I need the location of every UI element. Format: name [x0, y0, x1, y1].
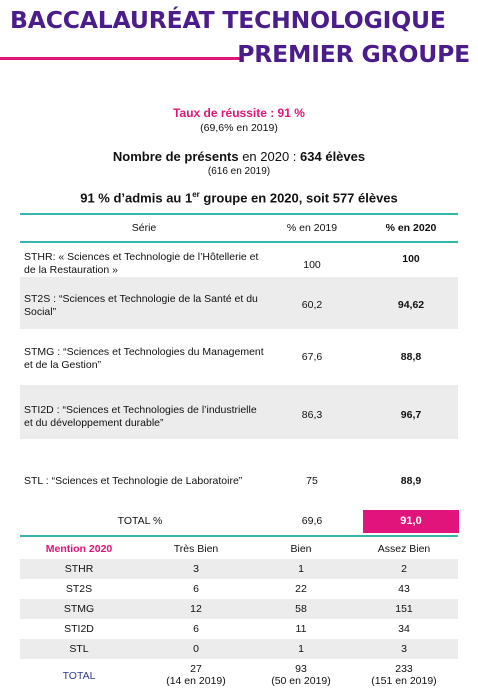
col-header-2020: % en 2020: [385, 222, 437, 234]
mention-header-label: Mention 2020: [45, 543, 113, 555]
admis-text-b: groupe en 2020, soit 577 élèves: [199, 190, 398, 206]
table-row-serie: STL : “Sciences et Technologie de Labora…: [24, 475, 243, 487]
table-row-serie: STMG : “Sciences et Technologies du Mana…: [24, 346, 264, 371]
mention-total-ab-prev: (151 en 2019): [371, 675, 437, 687]
present-prev: (616 en 2019): [207, 166, 271, 177]
mention-row-tb: 0: [193, 643, 199, 655]
table-row-2019: 75: [306, 475, 318, 487]
table-row-2019: 86,3: [301, 409, 323, 421]
mention-row-b: 11: [295, 623, 307, 635]
mention-total-label: TOTAL: [62, 670, 96, 682]
table-row-2020: 100: [402, 253, 420, 265]
success-rate: Taux de réussite : 91 %: [173, 106, 305, 120]
admis-text-a: 91 % d’admis au 1: [80, 190, 193, 206]
col-header-2019: % en 2019: [286, 222, 338, 234]
table-row-serie: ST2S : “Sciences et Technologie de la Sa…: [24, 293, 258, 318]
title-line-1: BACCALAURÉAT TECHNOLOGIQUE: [10, 6, 446, 34]
mention-row-serie: ST2S: [65, 583, 93, 595]
total-label: TOTAL %: [117, 515, 163, 527]
mention-row-serie: STHR: [64, 563, 94, 575]
mention-row-b: 1: [298, 643, 304, 655]
mention-row-ab: 43: [398, 583, 410, 595]
present-mid: en 2020 :: [238, 149, 301, 164]
mention-row-tb: 6: [193, 623, 199, 635]
mention-total-tb: 27 (14 en 2019): [140, 663, 252, 687]
mention-header-row: Mention 2020 Très Bien Bien Assez Bien: [20, 539, 458, 559]
mention-row: ST2S 6 22 43: [20, 579, 458, 599]
mention-row-serie: STMG: [63, 603, 95, 615]
mention-total-ab: 233 (151 en 2019): [350, 663, 458, 687]
mention-top-rule: [20, 535, 458, 537]
table-row-2020: 88,8: [400, 351, 422, 363]
table-header-rule: [20, 241, 458, 243]
table-row-serie: STI2D : “Sciences et Technologies de l’i…: [24, 404, 257, 429]
row-band-sti2d: [20, 385, 458, 439]
mention-total-tb-value: 27: [190, 663, 202, 675]
mention-header-ab: Assez Bien: [377, 543, 431, 555]
admis-summary: 91 % d’admis au 1er groupe en 2020, soit…: [0, 190, 478, 205]
mention-row-b: 22: [295, 583, 307, 595]
mention-row-tb: 6: [193, 583, 199, 595]
col-header-serie: Série: [131, 222, 157, 234]
mention-header-b: Bien: [290, 543, 312, 555]
mention-row-b: 1: [298, 563, 304, 575]
mention-row: STL 0 1 3: [20, 639, 458, 659]
table-top-rule: [20, 213, 458, 215]
mention-row-ab: 2: [401, 563, 407, 575]
present-label: Nombre de présents: [112, 149, 239, 164]
total-2019: 69,6: [301, 515, 323, 527]
mention-row-ab: 34: [398, 623, 410, 635]
mention-row: STHR 3 1 2: [20, 559, 458, 579]
mention-row: STI2D 6 11 34: [20, 619, 458, 639]
mention-row-serie: STI2D: [64, 623, 94, 635]
mention-header-tb: Très Bien: [173, 543, 219, 555]
mention-row: STMG 12 58 151: [20, 599, 458, 619]
mention-total-tb-prev: (14 en 2019): [166, 675, 226, 687]
mention-row-tb: 12: [190, 603, 202, 615]
mention-row-b: 58: [295, 603, 307, 615]
mention-total-b-prev: (50 en 2019): [271, 675, 331, 687]
table-row-serie: STHR: « Sciences et Technologie de l’Hôt…: [24, 251, 259, 276]
admis-sup: er: [192, 190, 200, 199]
row-band-st2s: [20, 277, 458, 329]
table-row-2020: 94,62: [397, 299, 425, 311]
mention-row-serie: STL: [69, 643, 89, 655]
table-row-2019: 100: [303, 259, 321, 271]
present-count: Nombre de présents en 2020 : 634 élèves: [0, 149, 478, 164]
mention-total-row: TOTAL 27 (14 en 2019) 93 (50 en 2019) 233(…: [20, 659, 458, 693]
table-row-2020: 96,7: [400, 409, 422, 421]
mention-total-b: 93 (50 en 2019): [252, 663, 350, 687]
mention-row-ab: 3: [401, 643, 407, 655]
table-row-2019: 67,6: [301, 351, 323, 363]
success-rate-prev: (69,6% en 2019): [200, 122, 278, 134]
total-2020: 91,0: [400, 515, 422, 527]
present-value: 634 élèves: [300, 149, 366, 164]
title-accent-rule: [0, 57, 242, 60]
mention-total-ab-value: 233: [395, 663, 413, 675]
mention-row-ab: 151: [395, 603, 413, 615]
table-row-2019: 60,2: [301, 299, 323, 311]
mention-row-tb: 3: [193, 563, 199, 575]
mention-total-b-value: 93: [295, 663, 307, 675]
total-2020-highlight: [363, 510, 459, 533]
title-line-2: PREMIER GROUPE: [237, 40, 470, 68]
table-row-2020: 88,9: [400, 475, 422, 487]
